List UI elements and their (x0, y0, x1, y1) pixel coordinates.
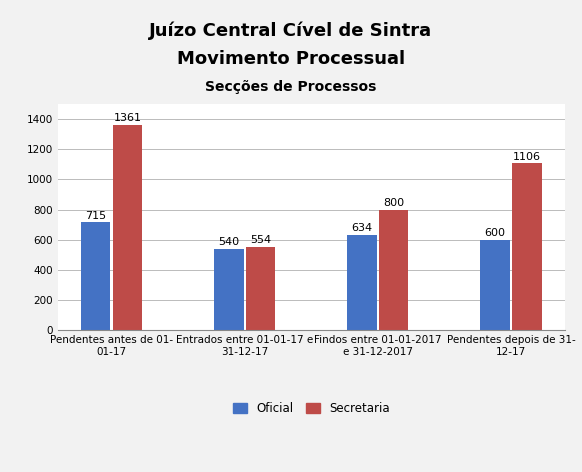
Bar (347, 235, 377, 330)
Text: Secções de Processos: Secções de Processos (205, 80, 377, 94)
Text: 554: 554 (250, 235, 271, 245)
Bar (81, 222, 111, 330)
Bar (379, 210, 409, 330)
Text: 1361: 1361 (113, 113, 142, 123)
Bar (512, 163, 541, 330)
Text: 1106: 1106 (513, 152, 541, 161)
Legend: Oficial, Secretaria: Oficial, Secretaria (228, 397, 395, 420)
Text: Juízo Central Cível de Sintra: Juízo Central Cível de Sintra (150, 21, 432, 40)
Bar (113, 125, 143, 330)
Text: Movimento Processual: Movimento Processual (177, 50, 405, 67)
Bar (246, 247, 275, 330)
Text: 634: 634 (352, 223, 372, 233)
Text: 800: 800 (384, 198, 404, 208)
Text: 540: 540 (218, 237, 239, 247)
Bar (480, 240, 510, 330)
Text: 715: 715 (86, 211, 107, 220)
Bar (214, 249, 243, 330)
Text: 600: 600 (484, 228, 505, 238)
